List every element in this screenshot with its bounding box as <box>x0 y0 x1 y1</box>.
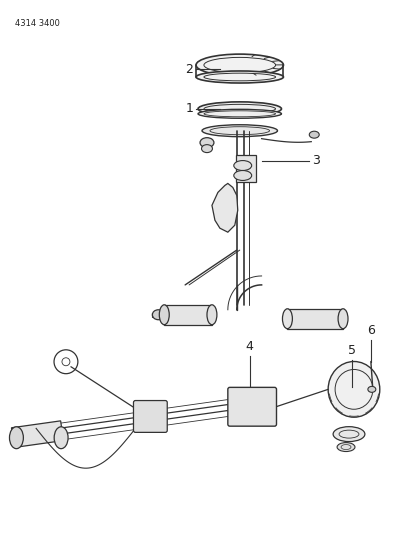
Text: 2: 2 <box>185 62 193 76</box>
Ellipse shape <box>9 427 23 449</box>
Ellipse shape <box>159 305 169 325</box>
Ellipse shape <box>368 386 376 392</box>
Text: 6: 6 <box>367 324 375 337</box>
Ellipse shape <box>54 427 68 449</box>
Ellipse shape <box>198 109 282 118</box>
Ellipse shape <box>207 305 217 325</box>
Ellipse shape <box>234 160 252 171</box>
Ellipse shape <box>333 426 365 441</box>
Ellipse shape <box>196 71 284 83</box>
FancyBboxPatch shape <box>228 387 277 426</box>
Bar <box>236 155 256 182</box>
Ellipse shape <box>200 138 214 148</box>
Ellipse shape <box>309 131 319 138</box>
Ellipse shape <box>282 309 293 329</box>
Ellipse shape <box>234 171 252 181</box>
Ellipse shape <box>328 361 380 417</box>
Text: 4314 3400: 4314 3400 <box>15 19 60 28</box>
Ellipse shape <box>198 102 282 116</box>
Ellipse shape <box>152 310 164 320</box>
Text: 4: 4 <box>246 340 254 352</box>
Ellipse shape <box>202 125 277 136</box>
Bar <box>164 305 212 325</box>
Ellipse shape <box>337 442 355 451</box>
Text: 1: 1 <box>185 102 193 115</box>
Bar <box>287 309 343 329</box>
Text: 3: 3 <box>312 154 320 167</box>
Ellipse shape <box>338 309 348 329</box>
Polygon shape <box>212 183 238 232</box>
FancyBboxPatch shape <box>133 400 167 432</box>
Text: 5: 5 <box>348 344 356 357</box>
Ellipse shape <box>202 144 213 152</box>
Bar <box>11 421 63 448</box>
Ellipse shape <box>196 54 284 76</box>
